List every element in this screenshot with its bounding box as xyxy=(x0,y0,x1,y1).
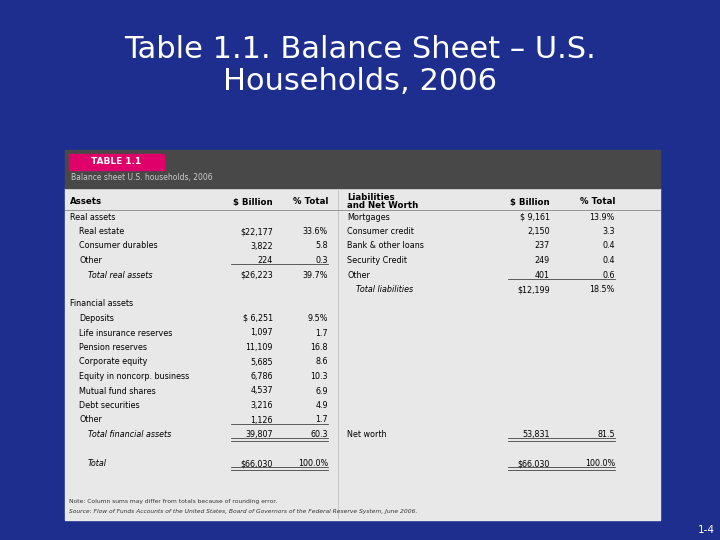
Text: 4,537: 4,537 xyxy=(251,387,273,395)
Text: 1-4: 1-4 xyxy=(698,525,715,535)
Text: $22,177: $22,177 xyxy=(240,227,273,236)
Text: 10.3: 10.3 xyxy=(310,372,328,381)
Text: Equity in noncorp. business: Equity in noncorp. business xyxy=(79,372,189,381)
Text: $ 9,161: $ 9,161 xyxy=(520,213,550,221)
Text: Other: Other xyxy=(79,256,102,265)
Text: Pension reserves: Pension reserves xyxy=(79,343,147,352)
Text: Households, 2006: Households, 2006 xyxy=(223,68,497,97)
Text: $66,030: $66,030 xyxy=(518,459,550,468)
Text: 401: 401 xyxy=(535,271,550,280)
Text: Real estate: Real estate xyxy=(79,227,125,236)
Text: 18.5%: 18.5% xyxy=(590,285,615,294)
Text: 224: 224 xyxy=(258,256,273,265)
Text: 6,786: 6,786 xyxy=(251,372,273,381)
Text: TABLE 1.1: TABLE 1.1 xyxy=(91,158,142,166)
Text: Total financial assets: Total financial assets xyxy=(88,430,171,439)
Text: 0.3: 0.3 xyxy=(315,256,328,265)
Text: 0.6: 0.6 xyxy=(603,271,615,280)
Text: 2,150: 2,150 xyxy=(527,227,550,236)
Text: 11,109: 11,109 xyxy=(246,343,273,352)
Text: Table 1.1. Balance Sheet – U.S.: Table 1.1. Balance Sheet – U.S. xyxy=(124,36,596,64)
Text: 3,216: 3,216 xyxy=(251,401,273,410)
Text: 5.8: 5.8 xyxy=(315,241,328,251)
Text: 0.4: 0.4 xyxy=(603,241,615,251)
Text: 0.4: 0.4 xyxy=(603,256,615,265)
Bar xyxy=(69,154,164,170)
Text: 5,685: 5,685 xyxy=(251,357,273,367)
Text: 39,807: 39,807 xyxy=(246,430,273,439)
Text: $ 6,251: $ 6,251 xyxy=(243,314,273,323)
Text: 1.7: 1.7 xyxy=(315,328,328,338)
Text: Real assets: Real assets xyxy=(70,213,115,221)
Text: 53,831: 53,831 xyxy=(523,430,550,439)
Text: Net worth: Net worth xyxy=(347,430,387,439)
Text: Total: Total xyxy=(88,459,107,468)
Text: 4.9: 4.9 xyxy=(315,401,328,410)
Text: 16.8: 16.8 xyxy=(310,343,328,352)
Text: Debt securities: Debt securities xyxy=(79,401,140,410)
Text: Total real assets: Total real assets xyxy=(88,271,153,280)
Text: 100.0%: 100.0% xyxy=(585,459,615,468)
Text: 1.7: 1.7 xyxy=(315,415,328,424)
Text: 8.6: 8.6 xyxy=(315,357,328,367)
Text: Security Credit: Security Credit xyxy=(347,256,407,265)
Text: Life insurance reserves: Life insurance reserves xyxy=(79,328,172,338)
Text: Other: Other xyxy=(347,271,370,280)
Text: 6.9: 6.9 xyxy=(315,387,328,395)
Text: $ Billion: $ Billion xyxy=(510,198,550,206)
Text: 1,097: 1,097 xyxy=(251,328,273,338)
Text: Deposits: Deposits xyxy=(79,314,114,323)
Text: $66,030: $66,030 xyxy=(240,459,273,468)
Text: Consumer durables: Consumer durables xyxy=(79,241,158,251)
Bar xyxy=(65,150,660,188)
Text: 249: 249 xyxy=(535,256,550,265)
Text: $26,223: $26,223 xyxy=(240,271,273,280)
Text: 39.7%: 39.7% xyxy=(302,271,328,280)
Text: and Net Worth: and Net Worth xyxy=(347,201,418,211)
Text: Source: Flow of Funds Accounts of the United States, Board of Governors of the F: Source: Flow of Funds Accounts of the Un… xyxy=(69,509,418,514)
Text: 237: 237 xyxy=(535,241,550,251)
Text: $12,199: $12,199 xyxy=(517,285,550,294)
Text: 60.3: 60.3 xyxy=(310,430,328,439)
Text: Balance sheet U.S. households, 2006: Balance sheet U.S. households, 2006 xyxy=(71,173,212,182)
Text: Mutual fund shares: Mutual fund shares xyxy=(79,387,156,395)
Text: Corporate equity: Corporate equity xyxy=(79,357,148,367)
Text: 3,822: 3,822 xyxy=(251,241,273,251)
Text: $ Billion: $ Billion xyxy=(233,198,273,206)
Text: 100.0%: 100.0% xyxy=(298,459,328,468)
Bar xyxy=(65,188,660,520)
Text: 1,126: 1,126 xyxy=(251,415,273,424)
Text: % Total: % Total xyxy=(292,198,328,206)
Text: Liabilities: Liabilities xyxy=(347,193,395,202)
Text: % Total: % Total xyxy=(580,198,615,206)
Text: 81.5: 81.5 xyxy=(598,430,615,439)
Text: Note: Column sums may differ from totals because of rounding error.: Note: Column sums may differ from totals… xyxy=(69,500,277,504)
Text: Assets: Assets xyxy=(70,198,102,206)
Text: 9.5%: 9.5% xyxy=(307,314,328,323)
Text: 3.3: 3.3 xyxy=(603,227,615,236)
Text: 13.9%: 13.9% xyxy=(590,213,615,221)
Text: Consumer credit: Consumer credit xyxy=(347,227,414,236)
Text: Total liabilities: Total liabilities xyxy=(356,285,413,294)
Text: 33.6%: 33.6% xyxy=(302,227,328,236)
Text: Bank & other loans: Bank & other loans xyxy=(347,241,424,251)
Text: Mortgages: Mortgages xyxy=(347,213,390,221)
Text: Other: Other xyxy=(79,415,102,424)
Text: Financial assets: Financial assets xyxy=(70,300,133,308)
